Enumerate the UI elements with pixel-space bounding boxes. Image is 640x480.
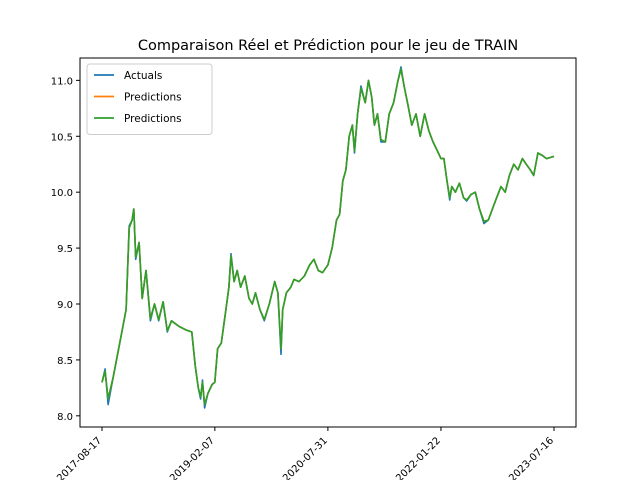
- y-tick-label: 9.5: [57, 244, 73, 255]
- y-tick-label: 10.5: [51, 132, 73, 143]
- legend: Actuals Predictions Predictions: [86, 63, 213, 135]
- y-tick-label: 11.0: [51, 76, 73, 87]
- legend-label-1: Actuals: [124, 70, 162, 82]
- chart-title: Comparaison Réel et Prédiction pour le j…: [138, 38, 518, 54]
- y-tick-label: 8.5: [57, 356, 73, 367]
- y-tick-label: 8.0: [57, 412, 73, 423]
- series-layer: [101, 66, 555, 409]
- y-axis: 8.0 8.5 9.0 9.5 10.0 10.5 11.0: [51, 76, 80, 423]
- legend-label-3: Predictions: [124, 113, 182, 125]
- series-line-3: [101, 68, 555, 406]
- y-tick-label: 10.0: [51, 188, 73, 199]
- legend-label-2: Predictions: [124, 92, 182, 104]
- legend-frame: [86, 63, 213, 135]
- y-tick-label: 9.0: [57, 300, 73, 311]
